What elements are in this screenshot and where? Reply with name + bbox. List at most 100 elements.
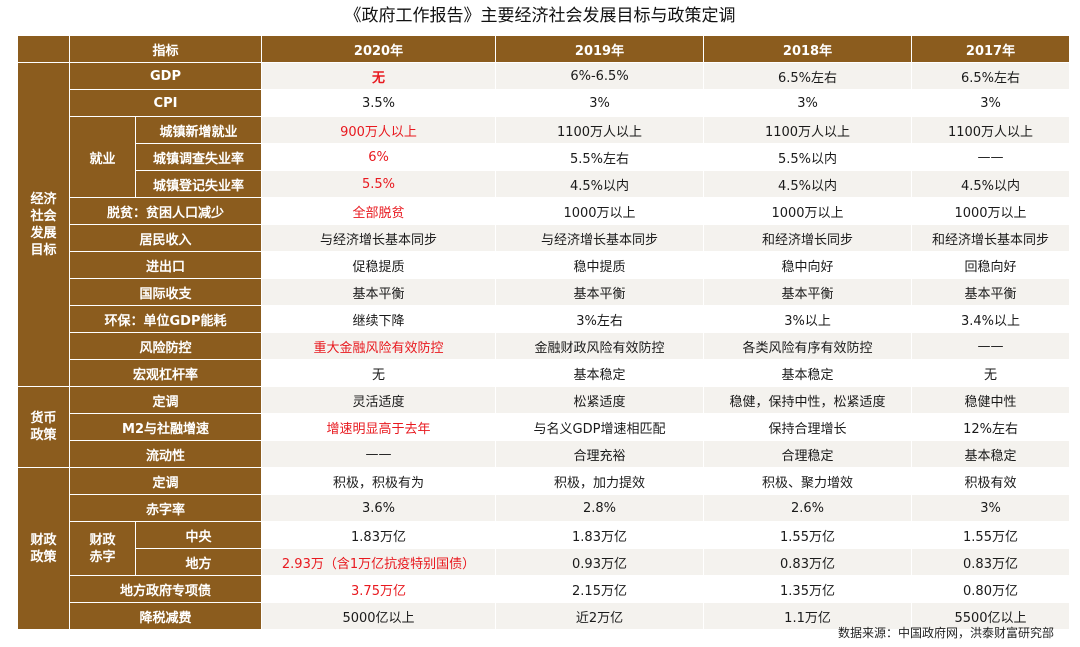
cell-2020: 无	[262, 63, 497, 90]
cell-2017: 稳健中性	[912, 387, 1071, 414]
subgroup-deficit-line: 赤字	[89, 549, 116, 565]
row-label: 城镇登记失业率	[136, 171, 263, 198]
cell-2019: 6%-6.5%	[496, 63, 705, 90]
table-row: 就业 城镇新增就业 900万人以上 1100万人以上 1100万人以上 1100…	[18, 117, 1071, 198]
table-row: 城镇登记失业率 5.5% 4.5%以内 4.5%以内 4.5%以内	[18, 171, 1071, 198]
row-label: 地方政府专项债	[70, 576, 263, 603]
cell-2017: 0.80万亿	[912, 576, 1071, 603]
table-row: 财政 赤字 中央 1.83万亿 1.83万亿 1.55万亿 1.55万亿	[18, 522, 1071, 576]
cell-2018: 稳健，保持中性，松紧适度	[704, 387, 913, 414]
cell-2020: 3.75万亿	[262, 576, 497, 603]
table-row: 风险防控 重大金融风险有效防控 金融财政风险有效防控 各类风险有序有效防控 ——	[18, 333, 1071, 360]
cell-2018: 1.35万亿	[704, 576, 913, 603]
cell-2018: 基本平衡	[704, 279, 913, 306]
row-label: 宏观杠杆率	[70, 360, 263, 387]
row-label: 风险防控	[70, 333, 263, 360]
cell-2017: 5500亿以上	[912, 603, 1071, 630]
cell-2019: 1000万以上	[496, 198, 705, 225]
table-row: 城镇调查失业率 6% 5.5%左右 5.5%以内 ——	[18, 144, 1071, 171]
cell-2018: 各类风险有序有效防控	[704, 333, 913, 360]
table-row: 宏观杠杆率 无 基本稳定 基本稳定 无	[18, 360, 1071, 387]
cell-2020: ——	[262, 441, 497, 468]
table-row: 居民收入 与经济增长基本同步 与经济增长基本同步 和经济增长同步 和经济增长基本…	[18, 225, 1071, 252]
row-label: 流动性	[70, 441, 263, 468]
row-label: CPI	[70, 90, 263, 117]
cell-2018: 稳中向好	[704, 252, 913, 279]
category-monetary-line: 政策	[30, 428, 57, 443]
category-monetary-line: 货币	[30, 411, 57, 426]
cell-2019: 与名义GDP增速相匹配	[496, 414, 705, 441]
cell-2019: 近2万亿	[496, 603, 705, 630]
table-row: 地方 2.93万（含1万亿抗疫特别国债） 0.93万亿 0.83万亿 0.83万…	[18, 549, 1071, 576]
category-fiscal-line: 政策	[30, 549, 57, 565]
header-year-2017: 2017年	[912, 36, 1071, 63]
table-row: 地方政府专项债 3.75万亿 2.15万亿 1.35万亿 0.80万亿	[18, 576, 1071, 603]
cell-2019: 1100万人以上	[496, 117, 705, 144]
cell-2017: 1000万以上	[912, 198, 1071, 225]
table-row: M2与社融增速 增速明显高于去年 与名义GDP增速相匹配 保持合理增长 12%左…	[18, 414, 1071, 441]
table-row: 赤字率 3.6% 2.8% 2.6% 3%	[18, 495, 1071, 522]
category-economy-line: 社会	[30, 208, 57, 224]
page-title: 《政府工作报告》主要经济社会发展目标与政策定调	[344, 6, 736, 26]
cell-2020: 2.93万（含1万亿抗疫特别国债）	[262, 549, 497, 576]
table-row: 进出口 促稳提质 稳中提质 稳中向好 回稳向好	[18, 252, 1071, 279]
cell-2020: 3.5%	[262, 90, 497, 117]
cell-2017: ——	[912, 333, 1071, 360]
cell-2017: 回稳向好	[912, 252, 1071, 279]
table-row: 货币 政策 定调 灵活适度 松紧适度 稳健，保持中性，松紧适度 稳健中性	[18, 387, 1071, 468]
subgroup-deficit-line: 财政	[89, 532, 116, 548]
table-row: CPI 3.5% 3% 3% 3%	[18, 90, 1071, 117]
cell-2018: 1.55万亿	[704, 522, 913, 549]
table-row: 流动性 —— 合理充裕 合理稳定 基本稳定	[18, 441, 1071, 468]
cell-2017: 0.83万亿	[912, 549, 1071, 576]
category-economy: 经济 社会 发展 目标	[18, 63, 70, 387]
cell-2018: 积极、聚力增效	[704, 468, 913, 495]
cell-2017: 1.55万亿	[912, 522, 1071, 549]
subgroup-deficit: 财政 赤字	[70, 522, 136, 576]
cell-2017: 1100万人以上	[912, 117, 1071, 144]
row-label: 定调	[70, 387, 263, 414]
row-label: 进出口	[70, 252, 263, 279]
cell-2020: 增速明显高于去年	[262, 414, 497, 441]
category-fiscal-line: 财政	[30, 532, 57, 548]
cell-2017: 基本稳定	[912, 441, 1071, 468]
cell-2018: 1000万以上	[704, 198, 913, 225]
table-header-row: 指标 2020年 2019年 2018年 2017年	[18, 36, 1071, 63]
category-monetary: 货币 政策	[18, 387, 70, 468]
header-year-2018: 2018年	[704, 36, 913, 63]
policy-target-table: 指标 2020年 2019年 2018年 2017年 经济 社会 发展 目标 G…	[18, 36, 1071, 630]
cell-2017: 4.5%以内	[912, 171, 1071, 198]
row-label: 城镇新增就业	[136, 117, 263, 144]
cell-2019: 积极，加力提效	[496, 468, 705, 495]
category-economy-line: 发展	[30, 225, 57, 241]
cell-2018: 3%以上	[704, 306, 913, 333]
cell-2018: 基本稳定	[704, 360, 913, 387]
row-label: GDP	[70, 63, 263, 90]
cell-2020: 与经济增长基本同步	[262, 225, 497, 252]
cell-2017: 6.5%左右	[912, 63, 1071, 90]
cell-2020: 5000亿以上	[262, 603, 497, 630]
cell-2019: 松紧适度	[496, 387, 705, 414]
cell-2018: 3%	[704, 90, 913, 117]
row-label: 环保：单位GDP能耗	[70, 306, 263, 333]
cell-2019: 3%左右	[496, 306, 705, 333]
cell-2018: 0.83万亿	[704, 549, 913, 576]
cell-2020: 无	[262, 360, 497, 387]
cell-2018: 1.1万亿	[704, 603, 913, 630]
cell-2017: 3%	[912, 495, 1071, 522]
table-row: 脱贫：贫困人口减少 全部脱贫 1000万以上 1000万以上 1000万以上	[18, 198, 1071, 225]
cell-2019: 合理充裕	[496, 441, 705, 468]
category-fiscal: 财政 政策	[18, 468, 70, 630]
row-label: 定调	[70, 468, 263, 495]
cell-2017: ——	[912, 144, 1071, 171]
cell-2018: 4.5%以内	[704, 171, 913, 198]
cell-2020: 积极，积极有为	[262, 468, 497, 495]
row-label: 城镇调查失业率	[136, 144, 263, 171]
cell-2019: 1.83万亿	[496, 522, 705, 549]
cell-2017: 3%	[912, 90, 1071, 117]
cell-2019: 稳中提质	[496, 252, 705, 279]
row-label: M2与社融增速	[70, 414, 263, 441]
cell-2020: 继续下降	[262, 306, 497, 333]
cell-2017: 12%左右	[912, 414, 1071, 441]
cell-2017: 3.4%以上	[912, 306, 1071, 333]
